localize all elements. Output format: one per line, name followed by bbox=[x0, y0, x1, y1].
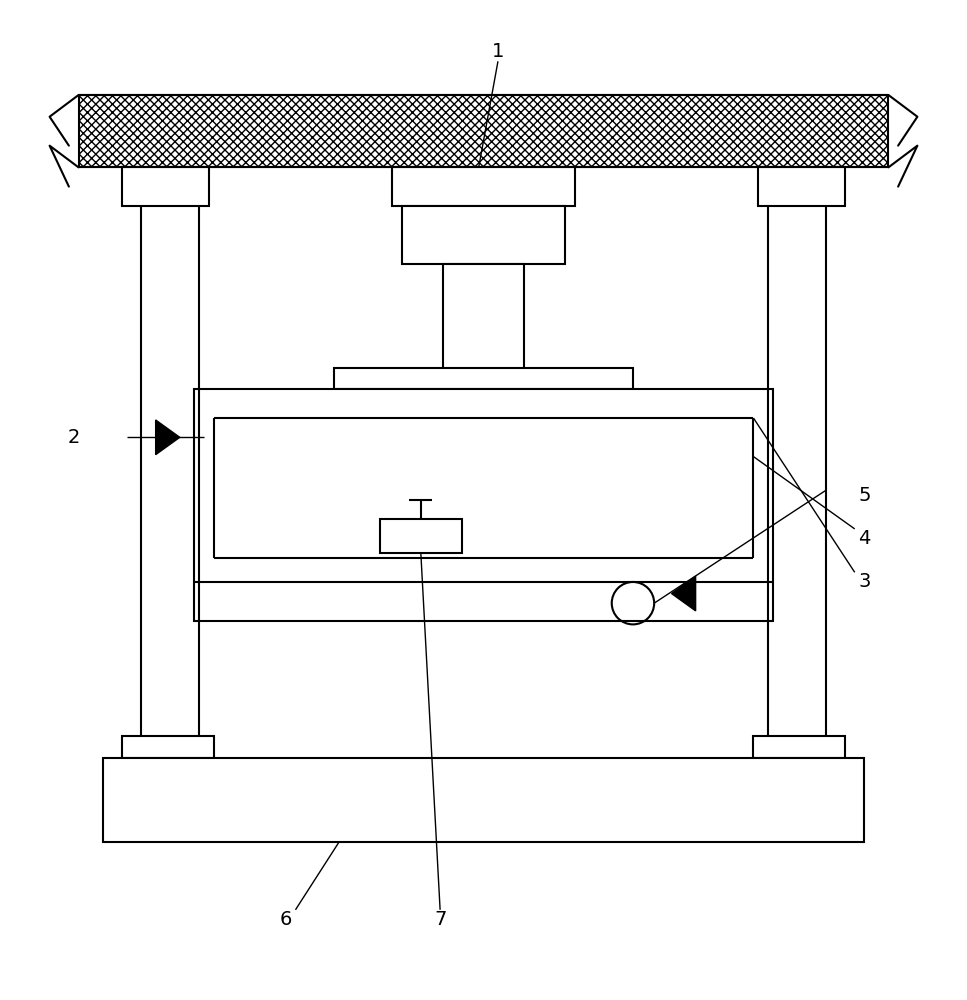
Bar bbox=[758, 167, 845, 206]
Bar bbox=[78, 95, 889, 167]
Bar bbox=[194, 389, 773, 621]
Bar bbox=[380, 519, 462, 553]
Bar bbox=[401, 206, 566, 264]
Bar bbox=[122, 736, 214, 758]
Polygon shape bbox=[671, 576, 695, 611]
Bar bbox=[334, 368, 633, 389]
Text: 6: 6 bbox=[279, 910, 292, 929]
Text: 5: 5 bbox=[858, 486, 870, 505]
Bar bbox=[392, 167, 575, 206]
Polygon shape bbox=[156, 420, 180, 455]
Text: 1: 1 bbox=[492, 42, 504, 61]
Bar bbox=[122, 167, 209, 206]
Bar bbox=[443, 264, 524, 375]
Text: 4: 4 bbox=[858, 529, 870, 548]
Bar bbox=[753, 736, 845, 758]
Text: 3: 3 bbox=[858, 572, 870, 591]
Bar bbox=[103, 758, 864, 842]
Text: 2: 2 bbox=[68, 428, 80, 447]
Text: 7: 7 bbox=[434, 910, 447, 929]
